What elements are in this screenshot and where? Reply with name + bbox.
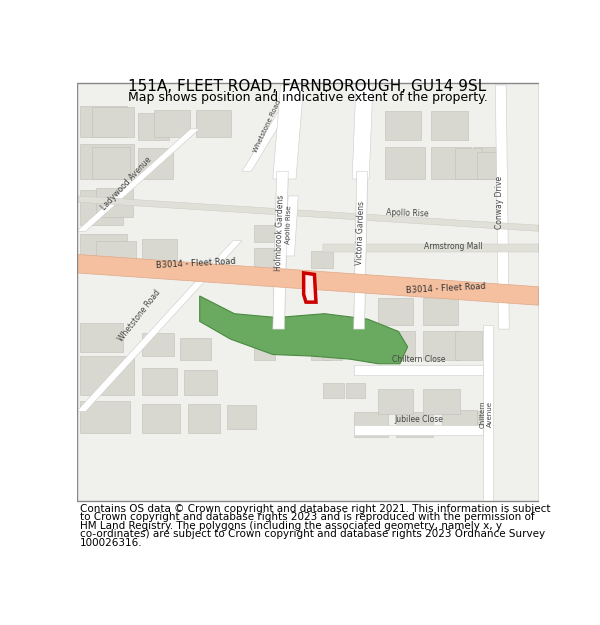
Text: B3014 - Fleet Road: B3014 - Fleet Road <box>155 257 236 270</box>
Bar <box>423 298 458 325</box>
Bar <box>142 404 181 433</box>
Bar <box>323 344 342 360</box>
Polygon shape <box>273 85 304 179</box>
Polygon shape <box>77 241 242 411</box>
Text: co-ordinates) are subject to Crown copyright and database rights 2023 Ordnance S: co-ordinates) are subject to Crown copyr… <box>80 529 545 539</box>
Polygon shape <box>242 85 304 171</box>
Text: Ladywood Avenue: Ladywood Avenue <box>100 155 154 212</box>
Polygon shape <box>77 196 539 231</box>
Polygon shape <box>273 171 288 329</box>
Bar <box>254 343 275 360</box>
Polygon shape <box>496 85 509 329</box>
Bar <box>80 234 127 264</box>
Bar <box>477 152 496 179</box>
Bar <box>423 331 460 360</box>
Bar <box>142 239 176 264</box>
Text: 151A, FLEET ROAD, FARNBOROUGH, GU14 9SL: 151A, FLEET ROAD, FARNBOROUGH, GU14 9SL <box>128 79 487 94</box>
Polygon shape <box>77 129 200 231</box>
Bar <box>379 298 413 325</box>
Bar <box>80 323 122 352</box>
Bar <box>254 248 278 268</box>
Bar <box>138 148 173 179</box>
Polygon shape <box>323 244 539 252</box>
Polygon shape <box>200 296 407 364</box>
Text: B3014 - Fleet Road: B3014 - Fleet Road <box>406 282 486 295</box>
Text: Armstrong Mall: Armstrong Mall <box>424 242 483 251</box>
Bar <box>154 109 190 137</box>
Polygon shape <box>354 171 368 329</box>
Bar <box>379 331 415 360</box>
Polygon shape <box>354 365 483 374</box>
Bar <box>379 389 413 414</box>
Polygon shape <box>483 325 493 501</box>
Text: Conway Drive: Conway Drive <box>496 176 505 229</box>
Text: HM Land Registry. The polygons (including the associated geometry, namely x, y: HM Land Registry. The polygons (includin… <box>80 521 502 531</box>
Text: Chiltern Close: Chiltern Close <box>392 356 446 364</box>
Bar <box>142 333 174 356</box>
Text: Chiltern
Avenue: Chiltern Avenue <box>479 400 493 428</box>
Text: Jubilee Close: Jubilee Close <box>395 416 443 424</box>
Bar <box>254 225 275 242</box>
Bar <box>455 148 482 179</box>
Polygon shape <box>354 426 483 434</box>
Bar <box>354 412 388 437</box>
Bar <box>385 147 425 179</box>
Bar <box>196 109 230 137</box>
Bar <box>473 147 496 179</box>
Text: Whetstone Road: Whetstone Road <box>253 99 282 154</box>
Polygon shape <box>273 171 288 329</box>
Bar <box>431 111 467 141</box>
Bar <box>80 144 134 179</box>
Bar <box>423 389 460 414</box>
Bar <box>96 188 133 218</box>
Bar <box>188 404 220 433</box>
Polygon shape <box>77 254 539 305</box>
Bar <box>477 411 493 433</box>
Polygon shape <box>284 196 298 256</box>
Bar <box>385 111 421 141</box>
Bar <box>431 147 471 179</box>
Bar <box>77 82 539 501</box>
Text: Map shows position and indicative extent of the property.: Map shows position and indicative extent… <box>128 91 487 104</box>
Bar <box>227 404 256 429</box>
Bar <box>184 370 217 394</box>
Bar <box>396 412 433 437</box>
Bar <box>138 114 169 141</box>
Bar <box>80 401 130 433</box>
Text: Holmbrook Gardens: Holmbrook Gardens <box>274 194 286 271</box>
Polygon shape <box>304 273 316 302</box>
Bar <box>80 106 127 137</box>
Bar <box>442 410 477 433</box>
Text: 100026316.: 100026316. <box>80 538 142 548</box>
Bar <box>80 356 134 394</box>
Polygon shape <box>354 171 368 329</box>
Bar <box>77 82 539 501</box>
Text: Victoria Gardens: Victoria Gardens <box>355 201 366 265</box>
Text: to Crown copyright and database rights 2023 and is reproduced with the permissio: to Crown copyright and database rights 2… <box>80 512 534 522</box>
Bar <box>142 368 176 394</box>
Bar <box>311 251 333 268</box>
Text: Whetstone Road: Whetstone Road <box>117 288 163 344</box>
Bar <box>323 383 344 398</box>
Bar <box>80 191 122 225</box>
Bar <box>92 147 130 179</box>
Bar <box>92 107 134 137</box>
Polygon shape <box>352 85 373 179</box>
Text: Apollo Rise: Apollo Rise <box>286 206 293 244</box>
Bar <box>346 383 365 398</box>
Text: Contains OS data © Crown copyright and database right 2021. This information is : Contains OS data © Crown copyright and d… <box>80 504 550 514</box>
Bar <box>254 324 273 339</box>
Text: Apollo Rise: Apollo Rise <box>386 208 429 219</box>
Bar <box>455 331 482 360</box>
Bar <box>311 344 331 360</box>
Bar <box>96 241 136 268</box>
Bar <box>181 338 211 360</box>
